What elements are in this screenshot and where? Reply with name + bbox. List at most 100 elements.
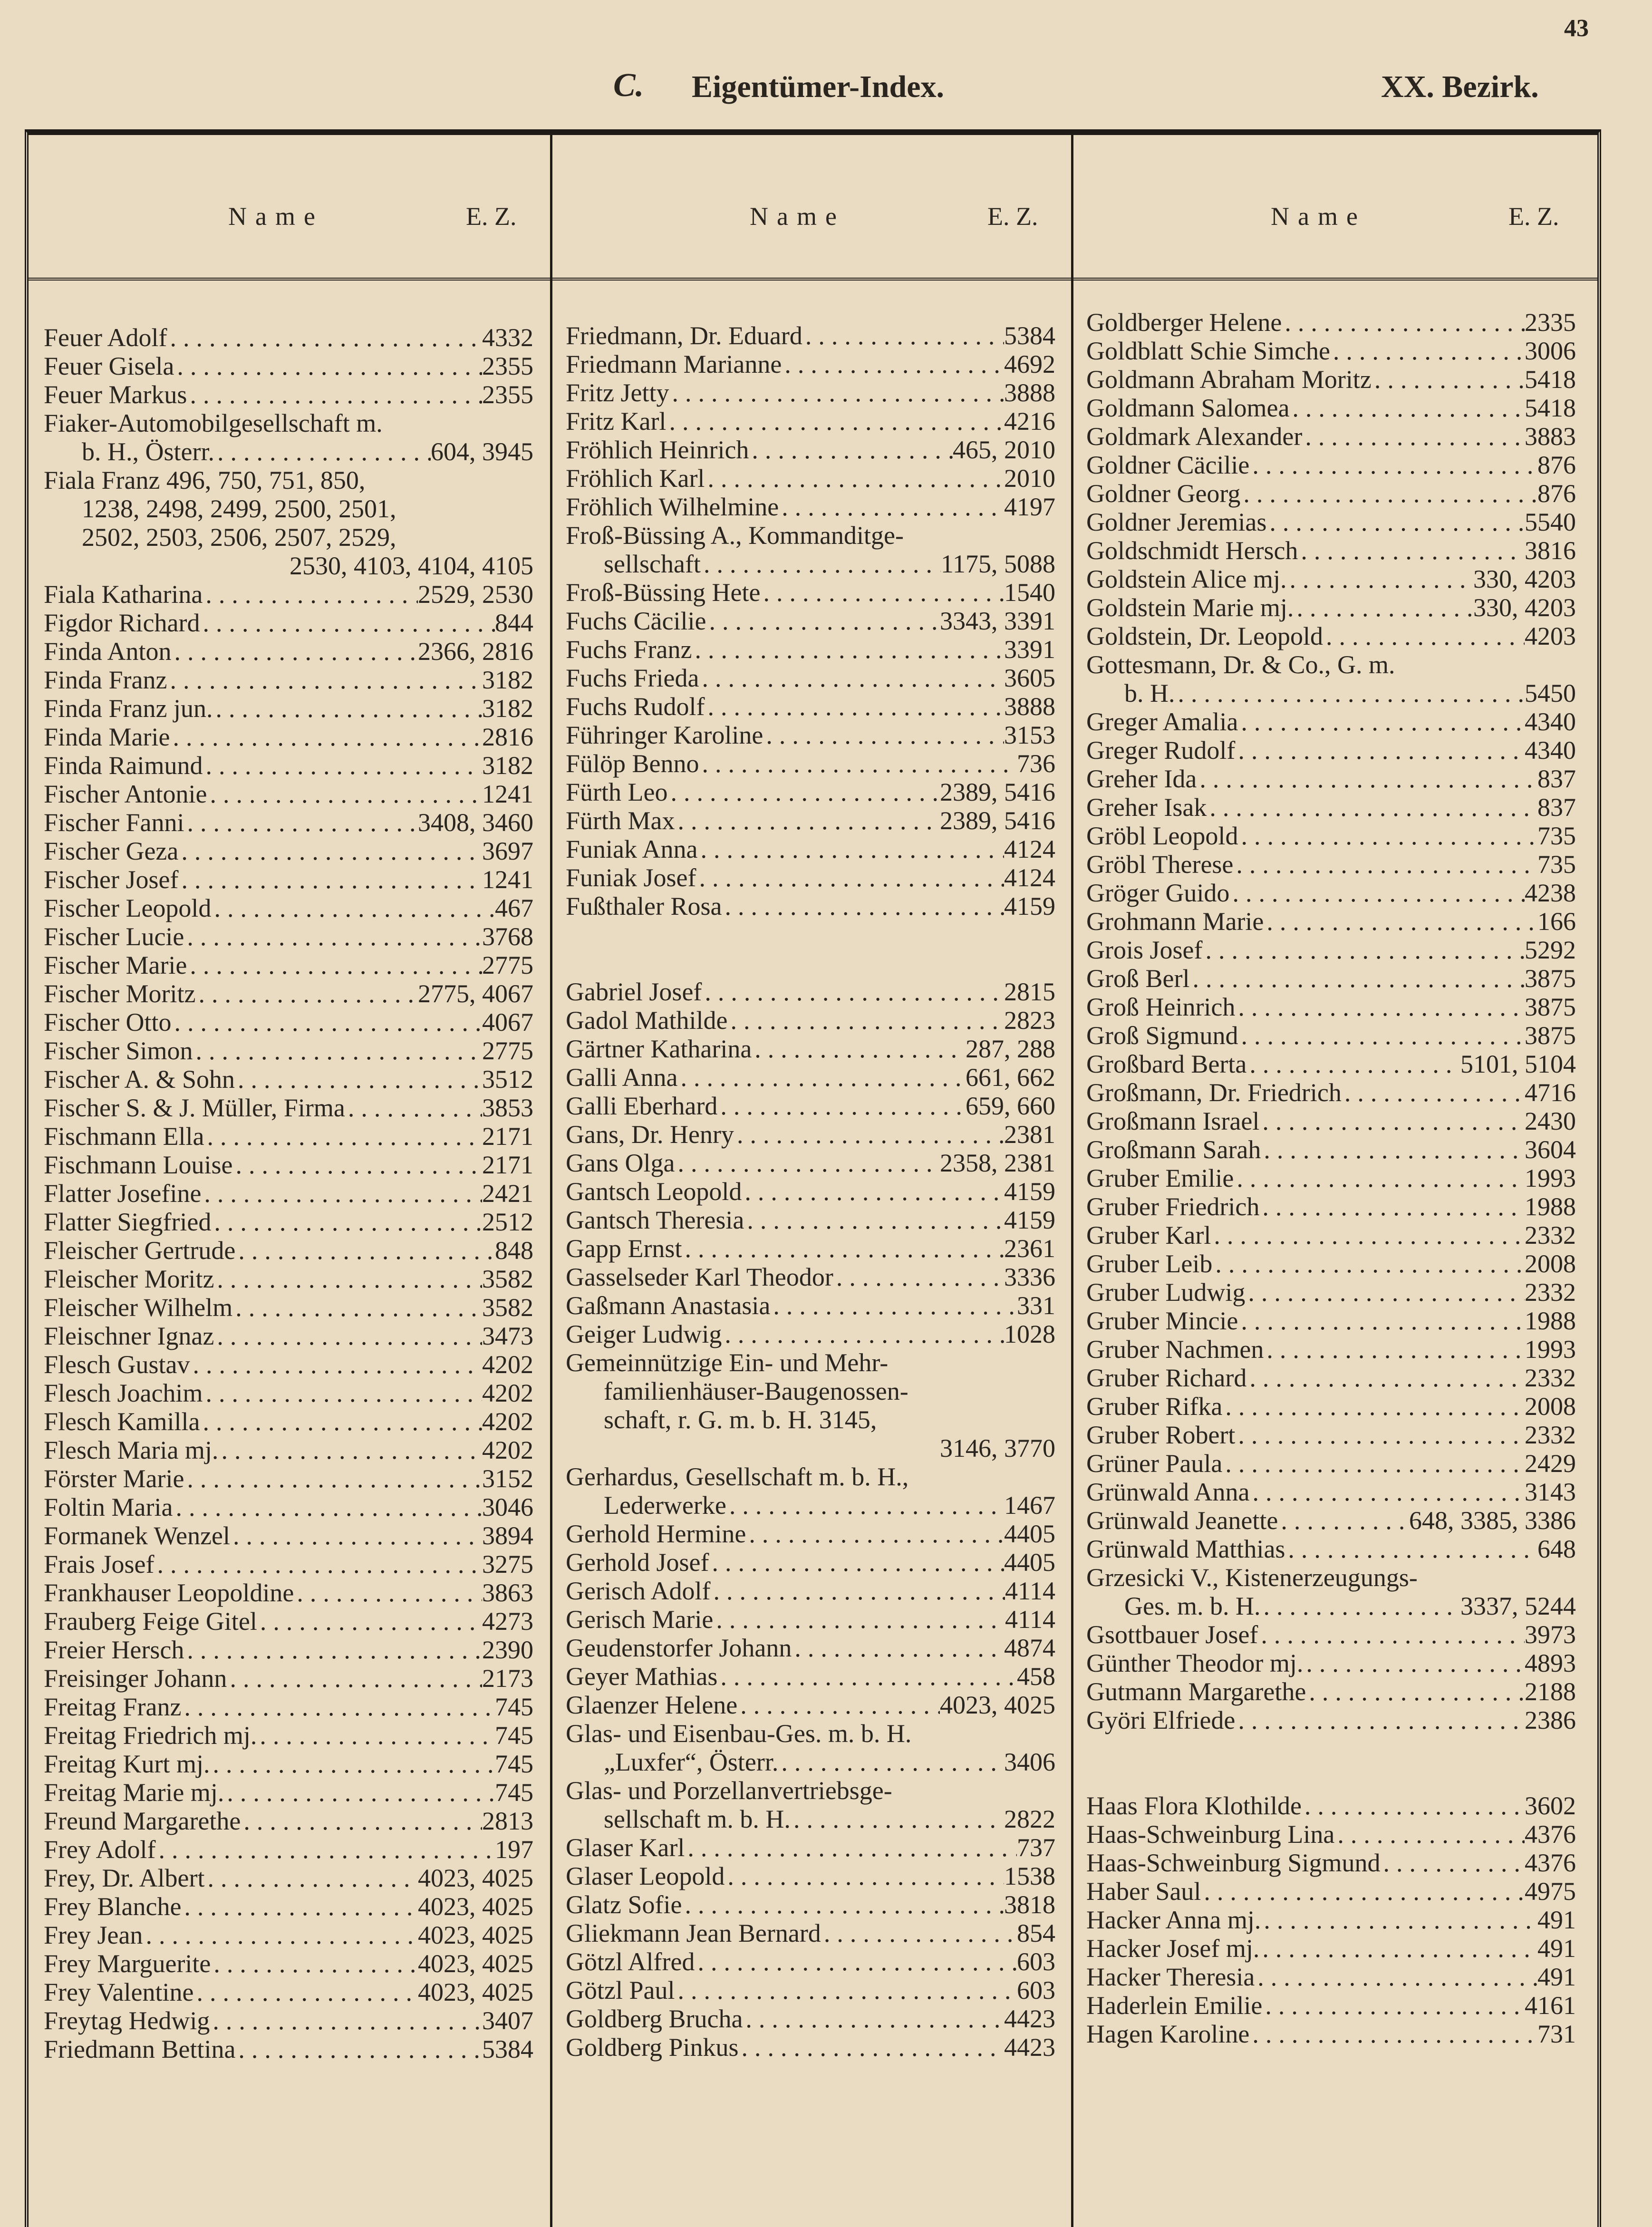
owner-name: Flatter Josefine — [44, 1179, 202, 1208]
owner-name: Gottesmann, Dr. & Co., G. m. — [1086, 650, 1395, 679]
index-entry: Fleischer Moritz........................… — [44, 1265, 533, 1293]
owner-name: Haas-Schweinburg Sigmund — [1086, 1849, 1381, 1877]
ez-number: 2358, 2381 — [940, 1149, 1055, 1177]
index-entry: Greger Amalia...........................… — [1086, 707, 1576, 736]
index-entry: Groß Heinrich...........................… — [1086, 993, 1576, 1021]
ez-number: 745 — [495, 1778, 533, 1807]
index-entry: Gutmann Margarethe......................… — [1086, 1677, 1576, 1706]
owner-name: Hacker Anna mj. — [1086, 1906, 1261, 1934]
index-entry: Groß Sigmund............................… — [1086, 1021, 1576, 1050]
dot-leader: ........................................… — [1305, 422, 1525, 451]
index-entry: Groß Berl...............................… — [1086, 964, 1576, 993]
index-entry: Flesch Joachim..........................… — [44, 1379, 533, 1407]
index-table: Name E. Z. Name E. Z. Name E. Z. — [25, 129, 1601, 2227]
owner-name: Grzesicki V., Kistenerzeugungs- — [1086, 1563, 1418, 1592]
dot-leader: ........................................… — [1257, 1963, 1537, 1991]
owner-name: Glaser Leopold — [566, 1862, 725, 1890]
index-entry: Fiala Franz 496, 750, 751, 850, — [44, 466, 533, 494]
dot-leader: ........................................… — [213, 2006, 482, 2035]
dot-leader: ........................................… — [157, 1550, 482, 1578]
dot-leader: ........................................… — [1309, 1677, 1525, 1706]
dot-leader: ........................................… — [1204, 1877, 1525, 1906]
index-entry: b. H., Österr...........................… — [44, 437, 533, 466]
index-entry: Goldner Cäcilie.........................… — [1086, 451, 1576, 479]
owner-name: Fischer S. & J. Müller, Firma — [44, 1094, 345, 1122]
index-entry: 2530, 4103, 4104, 4105 — [44, 552, 533, 580]
owner-name: Fröhlich Heinrich — [566, 436, 749, 464]
ez-number: 3888 — [1004, 692, 1055, 721]
ez-number: 4893 — [1525, 1649, 1576, 1677]
name-header: Name — [228, 202, 324, 231]
owner-name: Fröhlich Wilhelmine — [566, 493, 779, 521]
ez-number: 4202 — [482, 1379, 533, 1407]
index-entry: Hacker Anna mj..........................… — [1086, 1906, 1576, 1934]
dot-leader: ........................................… — [725, 1320, 1004, 1348]
ez-header: E. Z. — [466, 202, 517, 231]
index-entry: Fröhlich Karl...........................… — [566, 464, 1055, 493]
dot-leader: ........................................… — [196, 1978, 418, 2006]
dot-leader: ........................................… — [203, 609, 495, 637]
index-entry: Freitag Friedrich mj....................… — [44, 1721, 533, 1750]
ez-number: 3602 — [1525, 1791, 1576, 1820]
owner-name: Fleischer Moritz — [44, 1265, 214, 1293]
index-entry: Goldner Jeremias........................… — [1086, 508, 1576, 536]
index-entry: Gottesmann, Dr. & Co., G. m. — [1086, 650, 1576, 679]
dot-leader: ........................................… — [729, 1491, 1004, 1520]
owner-name: Gans, Dr. Henry — [566, 1120, 734, 1149]
dot-leader: ........................................… — [1325, 622, 1525, 650]
owner-name: Fischer Leopold — [44, 894, 212, 922]
index-entry: Gabriel Josef...........................… — [566, 978, 1055, 1006]
index-entry: Gans, Dr. Henry.........................… — [566, 1120, 1055, 1149]
ez-number: 5384 — [482, 2035, 533, 2063]
blank-line — [1086, 1734, 1576, 1763]
index-entry: Freisinger Johann.......................… — [44, 1664, 533, 1693]
index-entry: Gruber Richard..........................… — [1086, 1364, 1576, 1392]
ez-number: 3582 — [482, 1265, 533, 1293]
owner-name: Gruber Leib — [1086, 1249, 1213, 1278]
ez-number: 3343, 3391 — [940, 607, 1055, 635]
dot-leader: ........................................… — [217, 1265, 482, 1293]
dot-leader: ........................................… — [1225, 1392, 1525, 1421]
ez-number: 2389, 5416 — [940, 806, 1055, 835]
dot-leader: ........................................… — [1238, 1421, 1525, 1449]
page-title: Eigentümer-Index. — [692, 69, 945, 104]
column-divider — [1071, 135, 1073, 2227]
ez-number: 3816 — [1525, 536, 1576, 565]
owner-name: Geyer Mathias — [566, 1662, 718, 1691]
owner-name: Fischer Antonie — [44, 780, 207, 808]
ez-number: 4716 — [1525, 1078, 1576, 1107]
owner-name: Gröbl Leopold — [1086, 822, 1238, 850]
ez-number: 3406 — [1004, 1748, 1055, 1776]
ez-number: 3883 — [1525, 422, 1576, 451]
owner-name: Funiak Josef — [566, 863, 696, 892]
index-entry: sellschaft m. b. H......................… — [566, 1805, 1055, 1833]
ez-number: 3337, 5244 — [1460, 1592, 1576, 1620]
index-entry: Gruber Ludwig...........................… — [1086, 1278, 1576, 1307]
dot-leader: ........................................… — [700, 835, 1005, 863]
ez-number: 2355 — [482, 352, 533, 380]
dot-leader: ........................................… — [1261, 1620, 1525, 1649]
ez-number: 4067 — [482, 1008, 533, 1036]
owner-name: Freund Margarethe — [44, 1807, 241, 1835]
owner-name: Fürth Max — [566, 806, 675, 835]
index-entry: Freytag Hedwig..........................… — [44, 2006, 533, 2035]
ez-number: 3697 — [482, 837, 533, 865]
index-entry: Gaßmann Anastasia.......................… — [566, 1291, 1055, 1320]
dot-leader: ........................................… — [773, 1291, 1017, 1320]
dot-leader: ........................................… — [1232, 879, 1525, 907]
owner-name: b. H. — [1124, 679, 1175, 707]
ez-number: 4423 — [1004, 2033, 1055, 2062]
index-entry: Frey Blanche............................… — [44, 1892, 533, 1921]
dot-leader: ........................................… — [193, 1350, 482, 1379]
owner-name: Fischer Moritz — [44, 979, 196, 1008]
index-entry: Goldstein, Dr. Leopold..................… — [1086, 622, 1576, 650]
ez-number: 491 — [1537, 1906, 1576, 1934]
index-entry: Götzl Alfred............................… — [566, 1947, 1055, 1976]
index-entry: Fischer Leopold.........................… — [44, 894, 533, 922]
owner-name: Greger Amalia — [1086, 707, 1238, 736]
ez-number: 2775 — [482, 1036, 533, 1065]
ez-number: 491 — [1537, 1934, 1576, 1963]
index-entry: Froß-Büssing A., Kommanditge- — [566, 521, 1055, 550]
ez-number: 2332 — [1525, 1278, 1576, 1307]
index-entry: Gruber Robert...........................… — [1086, 1421, 1576, 1449]
